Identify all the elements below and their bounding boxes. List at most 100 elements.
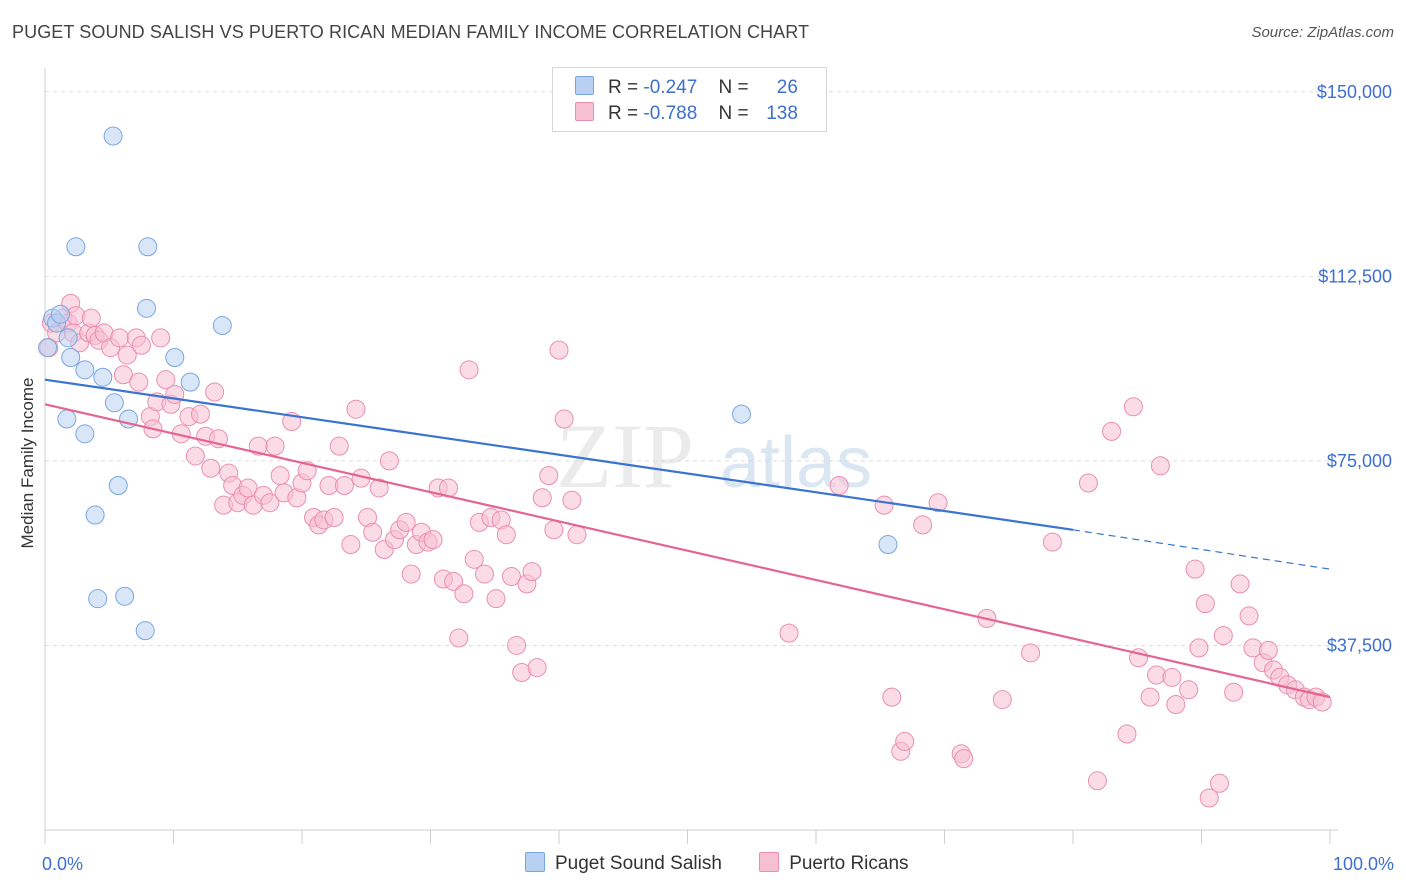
point-puerto-rican [81,308,101,328]
point-puerto-rican [117,345,137,365]
point-puerto-rican [1021,643,1041,663]
point-salish [138,237,158,257]
point-puerto-rican [1123,397,1143,417]
point-puerto-rican [507,635,527,655]
point-salish [38,338,58,358]
point-puerto-rican [260,493,280,513]
point-puerto-rican [1102,421,1122,441]
point-puerto-rican [882,687,902,707]
point-puerto-rican [341,535,361,555]
point-puerto-rican [913,515,933,535]
point-puerto-rican [205,382,225,402]
point-puerto-rican [1166,695,1186,714]
point-puerto-rican [449,628,469,648]
point-salish [165,348,185,368]
point-salish [75,360,95,380]
point-puerto-rican [496,525,516,545]
legend-row-puerto-rican: R = -0.788 N = 138 [575,102,798,126]
y-axis-label: Median Family Income [18,377,37,548]
trend-line-salish [44,378,1074,531]
legend-n-label: N = [718,103,749,124]
point-puerto-rican [131,335,151,355]
point-puerto-rican [346,399,366,419]
point-puerto-rican [532,488,552,508]
x-tick-labels: 0.0% 100.0% [42,854,1394,874]
watermark-atlas: atlas [720,423,872,503]
y-tick-label: $37,500 [1327,635,1392,655]
point-puerto-rican [165,384,185,404]
legend-swatch-blue [575,76,594,95]
point-puerto-rican [110,328,130,348]
point-puerto-rican [1258,640,1278,660]
point-puerto-rican [329,436,349,456]
point-salish [731,404,751,424]
point-salish [108,475,128,495]
point-salish [93,367,113,387]
axes [44,68,1338,844]
point-puerto-rican [129,372,149,392]
point-puerto-rican [501,567,521,587]
point-puerto-rican [928,493,948,513]
legend-row-salish: R = -0.247 N = 26 [575,76,798,100]
point-puerto-rican [1117,724,1137,744]
legend-swatch-blue [525,852,545,872]
trend-lines [44,378,1331,699]
point-puerto-rican [324,507,344,527]
point-puerto-rican [113,365,133,385]
point-puerto-rican [954,749,974,769]
point-salish [61,348,81,368]
point-salish [85,505,105,525]
legend-swatch-pink [575,102,594,121]
legend-n-label: N = [718,77,749,98]
watermark-zip: ZIP [556,405,694,507]
legend-label-puerto-ricans: Puerto Ricans [789,853,909,874]
chart-title: PUGET SOUND SALISH VS PUERTO RICAN MEDIA… [12,22,810,42]
point-puerto-rican [567,525,587,545]
point-puerto-rican [1199,788,1219,808]
series-puerto-ricans [39,293,1332,808]
x-tick-label: 0.0% [42,854,83,874]
point-puerto-rican [190,404,210,424]
point-puerto-rican [1087,771,1107,791]
legend-r-value: -0.247 [643,77,698,98]
point-salish [57,409,77,429]
point-puerto-rican [1230,574,1250,594]
point-puerto-rican [1189,638,1209,658]
point-puerto-rican [464,549,484,569]
point-puerto-rican [1179,680,1199,700]
legend-label-salish: Puget Sound Salish [555,853,722,874]
point-salish [88,589,108,609]
legend-n-value: 138 [766,103,798,124]
point-salish [66,237,86,257]
point-puerto-rican [486,589,506,609]
point-puerto-rican [895,731,915,751]
trend-line-puerto-rican [44,403,1331,699]
point-puerto-rican [539,466,559,486]
trend-line-salish-extrapolated [1072,529,1331,570]
point-puerto-rican [474,564,494,584]
legend-item-salish: Puget Sound Salish [525,852,722,875]
point-puerto-rican [1150,456,1170,476]
point-puerto-rican [562,490,582,510]
legend-r-label: R = [608,103,639,124]
point-puerto-rican [779,623,799,643]
point-salish [50,304,70,324]
point-puerto-rican [527,658,547,678]
point-puerto-rican [401,564,421,584]
point-puerto-rican [201,458,221,478]
point-salish [115,586,135,606]
point-puerto-rican [1185,559,1205,579]
point-puerto-rican [1195,594,1215,614]
point-puerto-rican [1078,473,1098,493]
point-puerto-rican [379,451,399,471]
point-puerto-rican [151,328,171,348]
y-tick-label: $150,000 [1317,82,1392,102]
point-puerto-rican [423,530,443,550]
point-puerto-rican [1162,667,1182,687]
point-salish [878,535,898,555]
point-puerto-rican [544,520,564,540]
point-salish [212,316,232,336]
point-puerto-rican [396,512,416,532]
point-puerto-rican [1224,682,1244,702]
